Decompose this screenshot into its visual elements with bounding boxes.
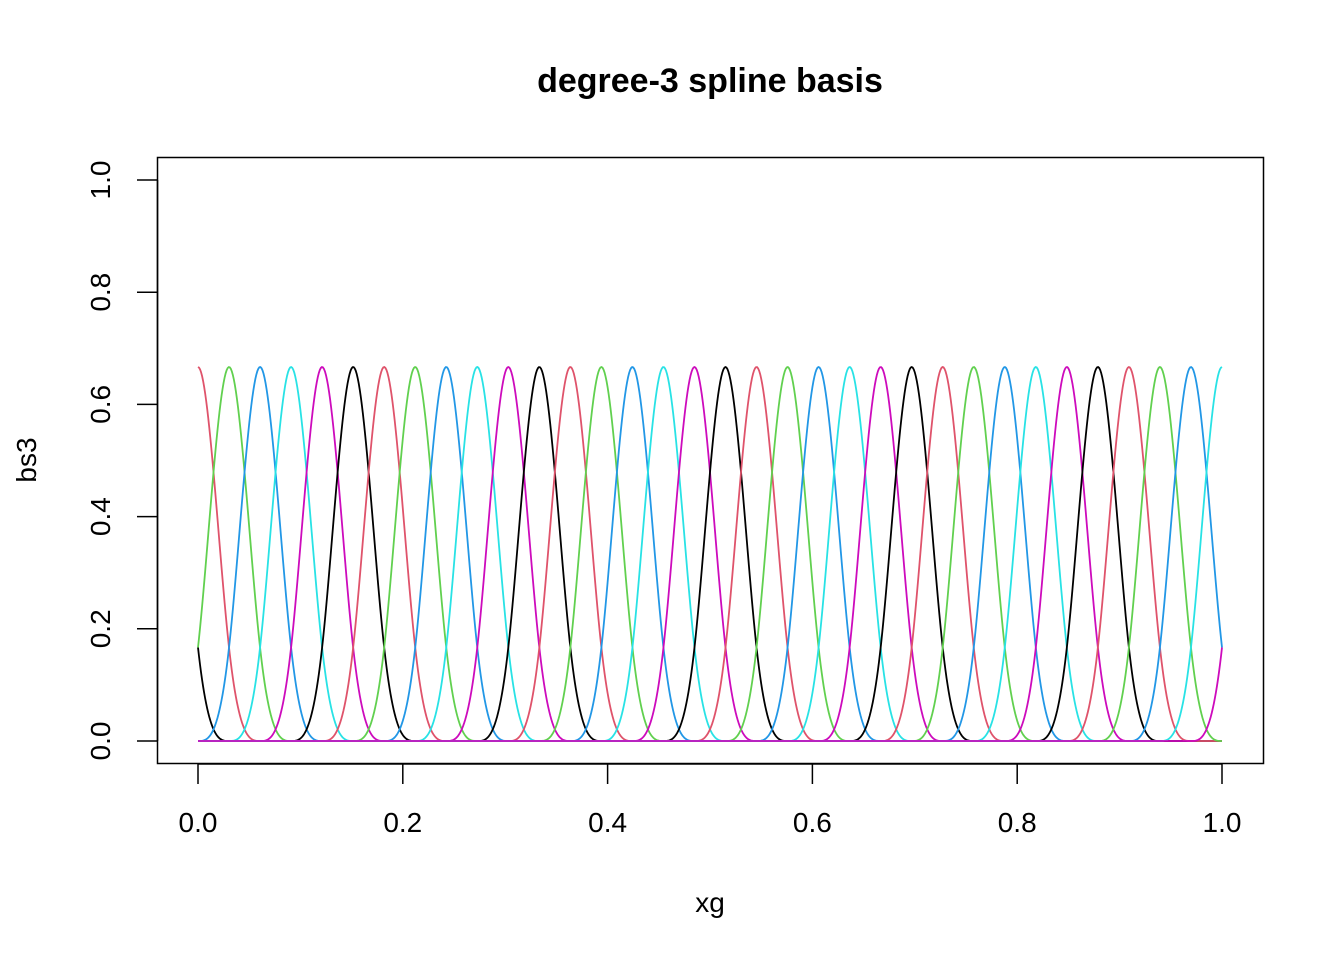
basis-curve-21 — [198, 366, 1222, 742]
basis-curve-26 — [198, 366, 1222, 742]
basis-curve-17 — [198, 366, 1222, 742]
y-tick-label-2: 0.4 — [85, 497, 116, 536]
basis-curve-20 — [198, 366, 1222, 742]
y-tick-label-1: 0.2 — [85, 609, 116, 648]
basis-curve-32 — [198, 365, 1222, 742]
basis-curve-31 — [198, 366, 1222, 742]
basis-curve-6 — [198, 366, 1222, 742]
basis-curve-4 — [198, 366, 1222, 742]
x-axis-label: xg — [695, 887, 725, 918]
y-axis: 0.0 0.2 0.4 0.6 0.8 1.0 — [85, 161, 159, 761]
basis-curve-8 — [198, 365, 1222, 742]
basis-curve-13 — [198, 366, 1222, 742]
basis-curve-7 — [198, 366, 1222, 742]
basis-curve-19 — [198, 365, 1222, 742]
x-axis: 0.0 0.2 0.4 0.6 0.8 1.0 — [179, 763, 1242, 838]
basis-curve-3 — [197, 366, 1222, 742]
basis-curve-30 — [198, 366, 1222, 742]
x-tick-label-3: 0.6 — [793, 807, 832, 838]
basis-curve-16 — [198, 366, 1222, 742]
basis-curve-12 — [198, 365, 1222, 742]
basis-curve-14 — [198, 366, 1222, 742]
basis-curve-23 — [198, 366, 1222, 742]
basis-curve-22 — [198, 365, 1222, 742]
x-tick-label-0: 0.0 — [179, 807, 218, 838]
basis-curve-33 — [198, 366, 1222, 742]
basis-curve-29 — [198, 365, 1222, 742]
basis-curve-15 — [198, 365, 1222, 742]
basis-curve-28 — [198, 365, 1222, 742]
y-tick-label-5: 1.0 — [85, 161, 116, 200]
basis-curve-5 — [198, 365, 1222, 742]
basis-curve-2 — [197, 366, 1222, 742]
y-tick-label-4: 0.8 — [85, 273, 116, 312]
basis-curves — [197, 365, 1223, 742]
x-tick-label-2: 0.4 — [588, 807, 627, 838]
x-tick-label-4: 0.8 — [998, 807, 1037, 838]
basis-curve-34 — [198, 366, 1223, 742]
basis-curve-18 — [198, 365, 1222, 742]
basis-curve-25 — [198, 365, 1222, 742]
basis-curve-36 — [198, 647, 1223, 742]
x-tick-label-5: 1.0 — [1203, 807, 1242, 838]
basis-curve-9 — [198, 365, 1222, 742]
y-axis-label: bs3 — [11, 437, 42, 482]
basis-curve-11 — [198, 366, 1222, 742]
y-tick-label-0: 0.0 — [85, 722, 116, 761]
y-tick-label-3: 0.6 — [85, 385, 116, 424]
basis-curve-35 — [198, 366, 1223, 742]
basis-curve-10 — [198, 366, 1222, 742]
chart-title: degree-3 spline basis — [537, 62, 883, 100]
basis-curve-24 — [198, 366, 1222, 742]
x-tick-label-1: 0.2 — [383, 807, 422, 838]
basis-curve-27 — [198, 366, 1222, 742]
